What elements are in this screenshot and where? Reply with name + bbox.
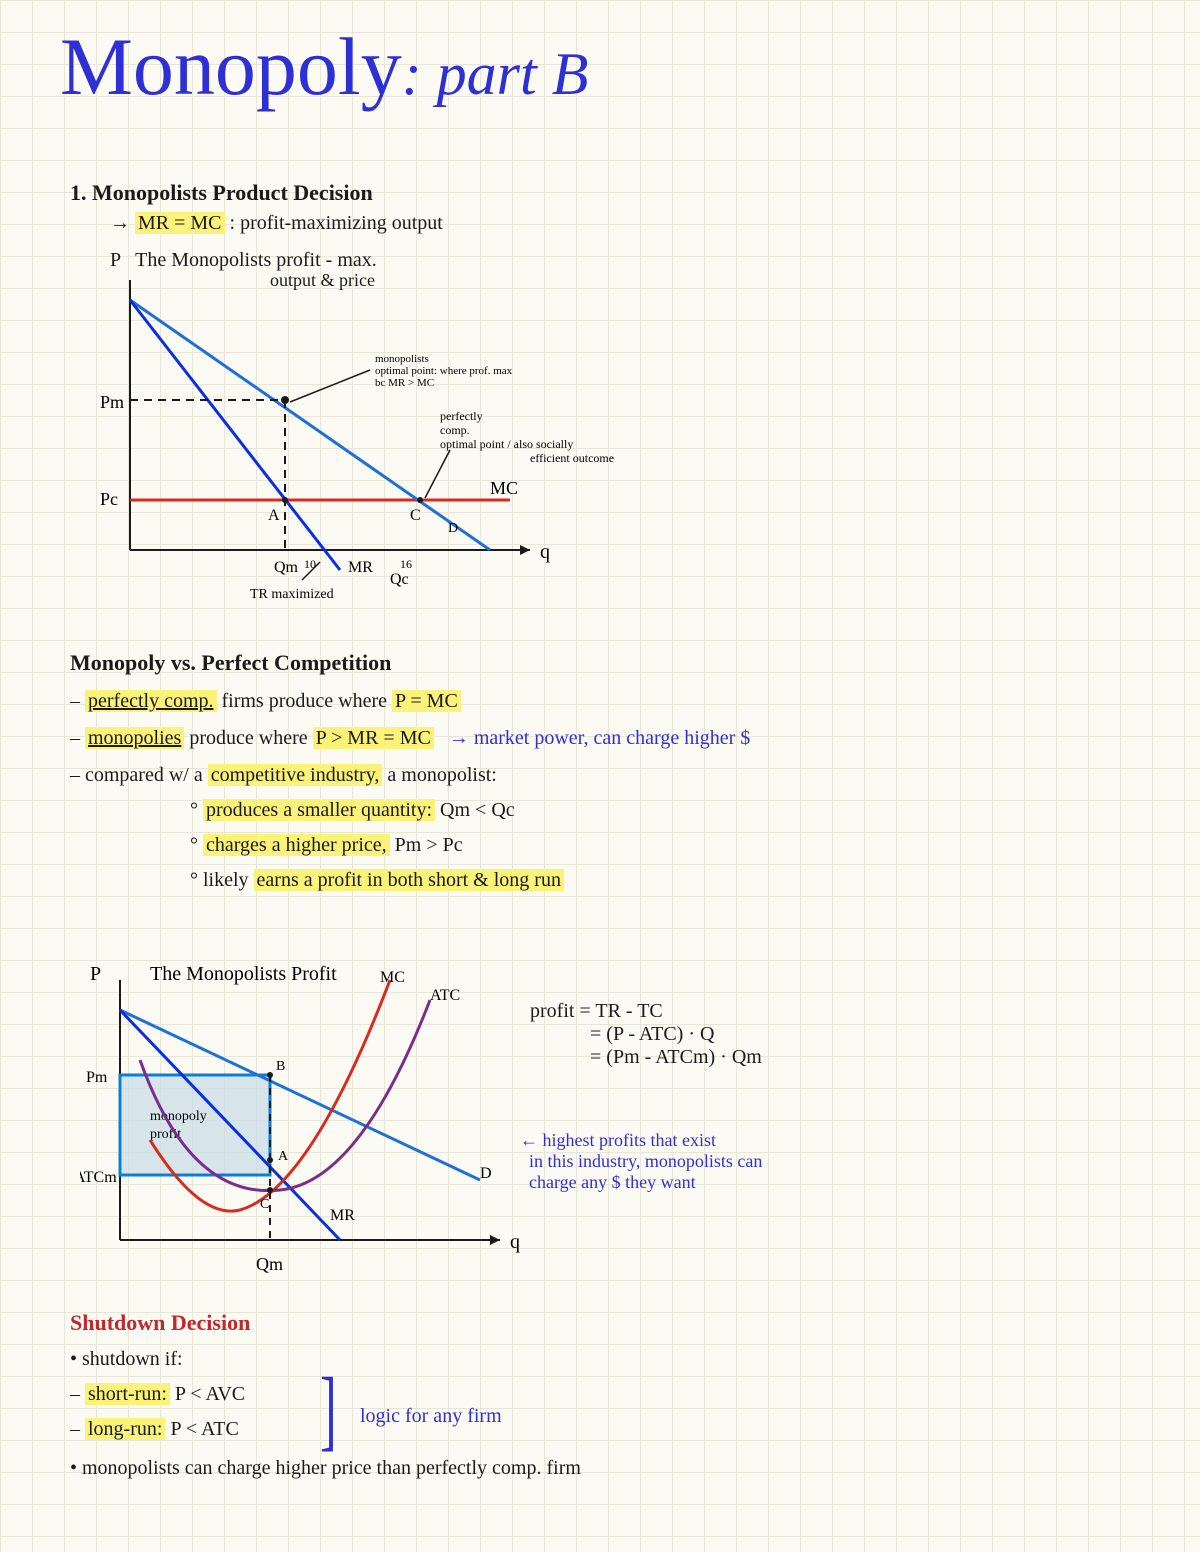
bullet-price: ° charges a higher price, Pm > Pc: [190, 834, 750, 857]
svg-text:MR: MR: [348, 559, 373, 576]
svg-text:q: q: [510, 1231, 520, 1253]
svg-text:efficient outcome: efficient outcome: [530, 451, 614, 465]
graph1-title: PThe Monopolists profit - max.: [110, 249, 443, 272]
svg-text:TR maximized: TR maximized: [250, 587, 334, 602]
svg-text:optimal point: where prof. max: optimal point: where prof. max: [375, 365, 513, 377]
title-main: Monopoly: [60, 21, 402, 112]
svg-text:optimal point / also socially: optimal point / also socially: [440, 437, 573, 451]
svg-text:Qm: Qm: [256, 1254, 283, 1274]
bracket-icon: ]: [320, 1357, 337, 1461]
svg-text:Pm: Pm: [86, 1069, 108, 1086]
line-mono: – monopolies produce where P > MR = MC →…: [70, 727, 750, 750]
section1-heading: 1. Monopolists Product Decision: [70, 180, 443, 206]
svg-text:MC: MC: [380, 969, 405, 986]
svg-text:MR: MR: [330, 1207, 355, 1224]
svg-text:The Monopolists Profit: The Monopolists Profit: [150, 963, 337, 985]
profit-equations: profit = TR - TC = (P - ATC) · Q = (Pm -…: [530, 1000, 762, 1069]
svg-text:ATC: ATC: [430, 987, 460, 1004]
title-sub: : part B: [402, 41, 589, 107]
bullet-profit: ° likely earns a profit in both short & …: [190, 869, 750, 892]
svg-text:perfectly: perfectly: [440, 409, 483, 423]
svg-text:B: B: [276, 1059, 285, 1074]
svg-text:comp.: comp.: [440, 423, 470, 437]
mrmc: MR = MC: [135, 212, 225, 234]
svg-text:Pm: Pm: [100, 392, 124, 412]
shutdown-heading: Shutdown Decision: [70, 1310, 581, 1336]
graph-profit-max: q MC A C D Pm Pc Qm 10 MR 16 Qc TR maxim…: [90, 270, 730, 630]
svg-text:A: A: [268, 507, 280, 524]
svg-text:A: A: [278, 1149, 289, 1164]
svg-text:MC: MC: [490, 478, 518, 498]
svg-text:Qc: Qc: [390, 571, 409, 588]
profit-note: ← highest profits that exist in this ind…: [520, 1130, 762, 1193]
svg-text:bc MR > MC: bc MR > MC: [375, 377, 434, 389]
svg-text:D: D: [480, 1165, 492, 1182]
mrmc-desc: : profit-maximizing output: [225, 212, 443, 234]
svg-text:Qm: Qm: [274, 559, 299, 576]
profit-eq3: = (Pm - ATCm) · Qm: [590, 1046, 762, 1069]
graph-monopolist-profit: P The Monopolists Profit q monopoly prof…: [80, 960, 560, 1300]
svg-text:monopolists: monopolists: [375, 353, 429, 365]
section2-heading: Monopoly vs. Perfect Competition: [70, 650, 750, 676]
profit-eq1: profit = TR - TC: [530, 1000, 762, 1023]
svg-text:q: q: [540, 541, 550, 563]
svg-text:monopoly: monopoly: [150, 1109, 207, 1124]
svg-text:Pc: Pc: [100, 489, 118, 509]
bracket-label: logic for any firm: [360, 1405, 502, 1428]
profit-eq2: = (P - ATC) · Q: [590, 1023, 762, 1046]
bullet-qty: ° produces a smaller quantity: Qm < Qc: [190, 799, 750, 822]
mrmc-line: → MR = MC : profit-maximizing output: [110, 212, 443, 235]
svg-text:C: C: [260, 1197, 269, 1212]
svg-text:C: C: [410, 507, 421, 524]
page-title: Monopoly: part B: [60, 20, 588, 114]
svg-text:16: 16: [400, 557, 412, 571]
line-compared: – compared w/ a competitive industry, a …: [70, 764, 750, 787]
svg-text:P: P: [90, 963, 101, 985]
svg-text:ATCm: ATCm: [80, 1169, 117, 1186]
svg-text:10: 10: [304, 557, 316, 571]
line-pc: – perfectly comp. firms produce where P …: [70, 690, 750, 713]
svg-text:D: D: [448, 521, 458, 536]
section-monopoly-vs-pc: Monopoly vs. Perfect Competition – perfe…: [70, 650, 750, 892]
